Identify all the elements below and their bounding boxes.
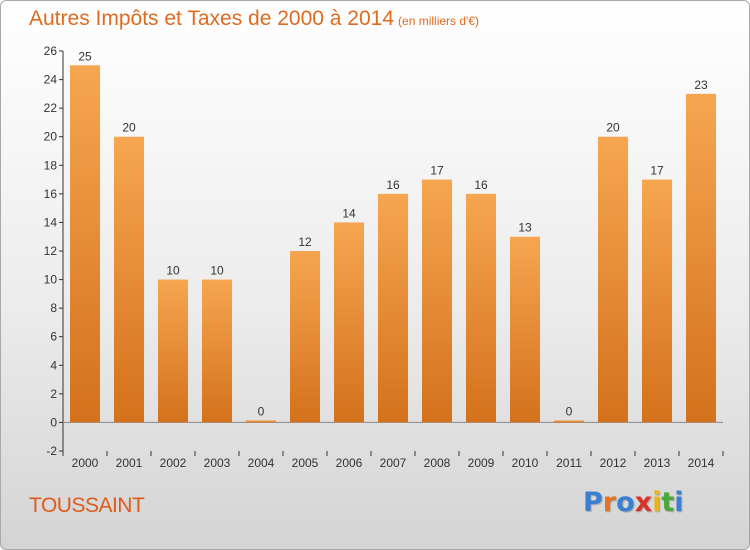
x-tick-label: 2013 bbox=[644, 456, 671, 470]
bar-value-label: 20 bbox=[606, 121, 620, 135]
bar-value-label: 14 bbox=[342, 206, 356, 220]
bar bbox=[642, 179, 672, 423]
bar-value-label: 12 bbox=[298, 235, 312, 249]
logo-letter: r bbox=[602, 487, 617, 518]
chart-title-text: Autres Impôts et Taxes de 2000 à 2014 bbox=[29, 7, 395, 30]
city-name: TOUSSAINT bbox=[29, 494, 145, 517]
x-tick-label: 2002 bbox=[160, 456, 187, 470]
bar-value-label: 10 bbox=[166, 264, 180, 278]
x-tick-label: 2001 bbox=[116, 456, 143, 470]
bar bbox=[114, 136, 144, 423]
logo-letter: o bbox=[616, 487, 635, 518]
bar-value-label: 17 bbox=[650, 164, 664, 178]
bar-value-label: 20 bbox=[122, 121, 136, 135]
bar-value-label: 23 bbox=[694, 78, 708, 92]
x-tick-label: 2008 bbox=[424, 456, 451, 470]
x-tick-label: 2009 bbox=[468, 456, 495, 470]
bar-value-label: 10 bbox=[210, 264, 224, 278]
logo-letter: i bbox=[674, 487, 684, 518]
logo-letter: t bbox=[661, 487, 675, 518]
y-tick-label: 14 bbox=[44, 215, 58, 229]
chart-title: Autres Impôts et Taxes de 2000 à 2014 (en… bbox=[29, 7, 479, 31]
proxiti-logo: Proxiti bbox=[583, 487, 684, 518]
x-tick-label: 2003 bbox=[204, 456, 231, 470]
chart-unit: (en milliers d'€) bbox=[398, 14, 480, 28]
bar-value-label: 16 bbox=[386, 178, 400, 192]
bar-value-label: 16 bbox=[474, 178, 488, 192]
x-tick-label: 2005 bbox=[292, 456, 319, 470]
y-tick-label: 24 bbox=[44, 73, 58, 87]
y-tick-label: -2 bbox=[46, 444, 57, 458]
x-tick-label: 2011 bbox=[556, 456, 582, 470]
bar bbox=[598, 136, 628, 423]
logo-letter: P bbox=[583, 487, 603, 518]
y-tick-label: 0 bbox=[50, 415, 57, 429]
x-tick-label: 2004 bbox=[248, 456, 275, 470]
bar bbox=[378, 193, 408, 423]
logo-letter: i bbox=[652, 487, 662, 518]
logo-letter: x bbox=[634, 487, 653, 518]
y-tick-label: 22 bbox=[44, 101, 58, 115]
bar bbox=[422, 179, 452, 423]
bar bbox=[70, 65, 100, 423]
bars bbox=[70, 65, 716, 423]
x-tick-label: 2000 bbox=[72, 456, 99, 470]
bar-value-label: 13 bbox=[518, 221, 532, 235]
bar bbox=[554, 420, 584, 423]
x-tick-label: 2006 bbox=[336, 456, 363, 470]
y-tick-label: 16 bbox=[44, 187, 58, 201]
y-tick-label: 12 bbox=[44, 244, 58, 258]
bar-value-label: 25 bbox=[78, 49, 92, 63]
bar-value-label: 0 bbox=[258, 404, 265, 418]
y-tick-label: 26 bbox=[44, 44, 58, 58]
y-tick-label: 6 bbox=[50, 330, 57, 344]
bar-value-label: 17 bbox=[430, 164, 444, 178]
bar bbox=[510, 236, 540, 423]
bar bbox=[158, 279, 188, 423]
bar bbox=[202, 279, 232, 423]
y-tick-label: 2 bbox=[50, 387, 57, 401]
x-tick-label: 2007 bbox=[380, 456, 407, 470]
y-tick-label: 20 bbox=[44, 130, 58, 144]
y-tick-label: 18 bbox=[44, 158, 58, 172]
x-tick-label: 2010 bbox=[512, 456, 539, 470]
bar bbox=[466, 193, 496, 423]
labels: 2520002020011020021020030200412200514200… bbox=[72, 49, 715, 470]
bar bbox=[290, 251, 320, 423]
bar bbox=[334, 222, 364, 423]
bar bbox=[686, 93, 716, 423]
x-tick-label: 2012 bbox=[600, 456, 627, 470]
y-tick-label: 10 bbox=[44, 273, 58, 287]
bar bbox=[246, 420, 276, 423]
y-tick-label: 4 bbox=[50, 358, 57, 372]
y-tick-label: 8 bbox=[50, 301, 57, 315]
bar-value-label: 0 bbox=[566, 404, 573, 418]
x-tick-label: 2014 bbox=[688, 456, 715, 470]
